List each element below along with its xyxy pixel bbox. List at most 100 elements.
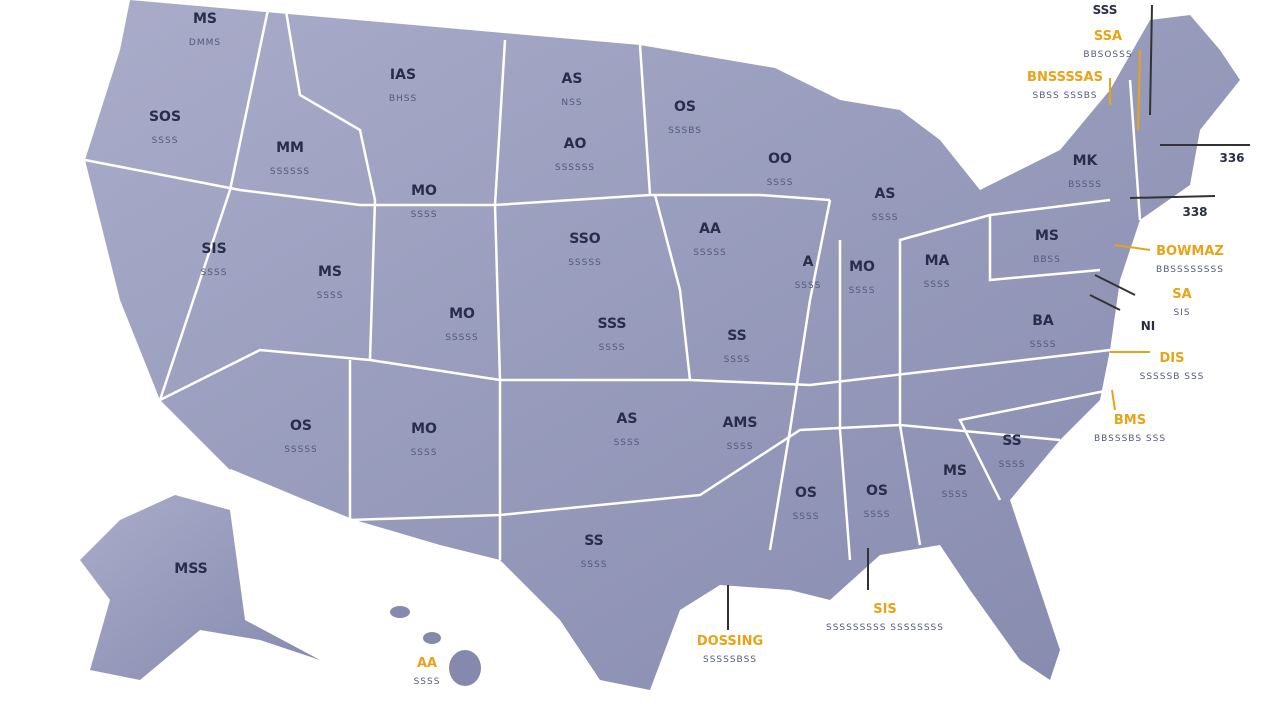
state-label: SSS xyxy=(598,316,627,332)
state-label: MS xyxy=(318,264,342,280)
state-label: OS xyxy=(290,418,312,434)
border xyxy=(283,4,377,361)
state-sub: NSS xyxy=(561,98,582,108)
state-label: AO xyxy=(564,136,587,152)
callout-sub: SIS xyxy=(1173,308,1190,318)
callout-sub: BBSSSSSSSS xyxy=(1156,265,1224,275)
state-sub: SSSSS xyxy=(568,258,602,268)
border xyxy=(838,240,852,561)
state-sub: SSSS xyxy=(581,560,608,570)
callout-sub: SSSSSB SSS xyxy=(1140,372,1205,382)
callout-label: DIS xyxy=(1160,351,1185,366)
state-sub: SSSS xyxy=(924,280,951,290)
state-label: OS xyxy=(795,485,817,501)
state-sub: SSSS xyxy=(614,438,641,448)
state-label: BA xyxy=(1032,313,1054,329)
leader xyxy=(1137,49,1141,131)
state-label: SS xyxy=(1002,433,1022,449)
callout-label: NI xyxy=(1141,319,1156,333)
state-sub: BSSSS xyxy=(1068,180,1102,190)
callout-label: 338 xyxy=(1182,205,1207,219)
state-sub: SSSS xyxy=(849,286,876,296)
state-sub: SSSS xyxy=(999,460,1026,470)
leader xyxy=(1114,244,1151,251)
state-sub: SSSS xyxy=(152,136,179,146)
state-sub: SSSSSS xyxy=(270,167,310,177)
leader xyxy=(1094,274,1136,296)
alaska xyxy=(80,495,320,680)
state-label: SOS xyxy=(149,109,181,125)
state-label: MM xyxy=(276,140,304,156)
state-sub: SSSSS xyxy=(284,445,318,455)
state-sub: SSSS xyxy=(864,510,891,520)
state-sub: SSSS xyxy=(599,343,626,353)
state-label: SSO xyxy=(569,231,601,247)
state-sub: SSSS xyxy=(793,512,820,522)
border xyxy=(158,0,272,401)
state-label: MS xyxy=(193,11,217,27)
leader xyxy=(1149,4,1153,116)
state-label: MO xyxy=(411,421,437,437)
state-sub: SSSS xyxy=(1030,340,1057,350)
state-sub: DMMS xyxy=(189,38,221,48)
callout-lines xyxy=(727,4,1250,630)
state-sub: SSSS xyxy=(411,210,438,220)
callout-label: DOSSING xyxy=(697,634,763,649)
contiguous-us xyxy=(85,0,1240,690)
border xyxy=(1128,79,1142,221)
state-label: AS xyxy=(875,186,896,202)
hawaii xyxy=(423,632,441,644)
state-label: AS xyxy=(562,71,583,87)
callout-label: BNSSSSAS xyxy=(1027,70,1103,85)
callout-label: SSA xyxy=(1094,29,1122,44)
state-label: MK xyxy=(1073,153,1099,169)
callout-label: BOWMAZ xyxy=(1156,244,1224,259)
state-sub: SSSS xyxy=(727,442,754,452)
leader xyxy=(1111,389,1116,411)
border xyxy=(493,39,507,381)
state-sub: SSSS xyxy=(767,178,794,188)
border xyxy=(638,44,652,196)
state-sub: SSSSS xyxy=(693,248,727,258)
border xyxy=(653,194,692,381)
state-sub: SSSSS xyxy=(445,333,479,343)
state-label: MO xyxy=(449,306,475,322)
state-label: IAS xyxy=(390,67,416,83)
state-sub: SSSS xyxy=(872,213,899,223)
border xyxy=(898,198,1111,546)
state-label: OO xyxy=(768,151,792,167)
state-sub: SSSSSS xyxy=(555,163,595,173)
callout-sub: BBSOSSS xyxy=(1083,50,1132,60)
callout-sub: BBSSSBS SSS xyxy=(1094,434,1166,444)
state-label: MO xyxy=(849,259,875,275)
state-label: AS xyxy=(617,411,638,427)
state-sub: BHSS xyxy=(389,94,417,104)
state-sub: SSSS xyxy=(201,268,228,278)
callout-sub: SSSSSSSSS SSSSSSSS xyxy=(826,623,944,633)
state-label: OS xyxy=(866,483,888,499)
callout-label: 336 xyxy=(1219,151,1244,165)
state-sub: SSSS xyxy=(724,355,751,365)
callout-label: SA xyxy=(1172,287,1191,302)
border xyxy=(768,199,832,551)
hawaii xyxy=(390,606,410,618)
state-label: MA xyxy=(925,253,950,269)
state-label: SS xyxy=(727,328,747,344)
hawaii xyxy=(449,650,481,686)
state-sub: SSSS xyxy=(411,448,438,458)
callout-label: SSS xyxy=(1093,3,1118,17)
state-label: MSS xyxy=(174,561,207,577)
state-sub: SSSS xyxy=(795,281,822,291)
state-label: A xyxy=(803,254,814,270)
state-label: SS xyxy=(584,533,604,549)
state-label: MS xyxy=(943,463,967,479)
land xyxy=(80,0,1240,690)
state-sub: SSSBS xyxy=(668,126,702,136)
leader xyxy=(1129,195,1216,199)
state-sub: SSSS xyxy=(942,490,969,500)
callout-sub: SSSSSBSS xyxy=(703,655,757,665)
state-sub: SSSS xyxy=(317,291,344,301)
state-label: MS xyxy=(1035,228,1059,244)
